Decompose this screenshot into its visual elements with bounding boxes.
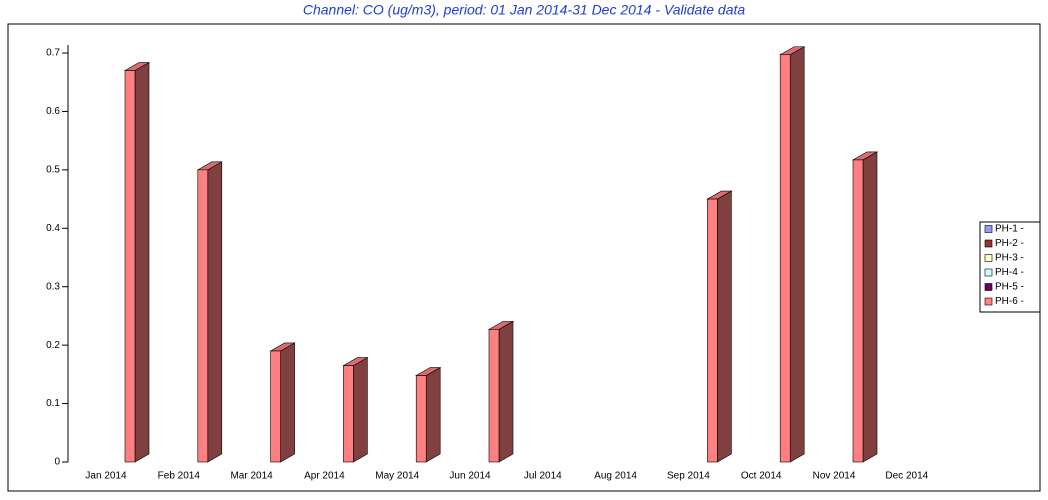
bar-side <box>498 320 514 463</box>
x-tick-label: Feb 2014 <box>158 471 201 482</box>
bar-side <box>134 62 150 463</box>
y-tick-label: 0.4 <box>46 223 60 234</box>
x-tick-label: Nov 2014 <box>813 471 856 482</box>
legend-swatch <box>984 225 993 233</box>
y-tick-label: 0.7 <box>46 48 60 59</box>
bar-side <box>789 46 805 463</box>
x-tick-label: Oct 2014 <box>741 471 782 482</box>
x-tick-label: Apr 2014 <box>304 471 345 482</box>
bar-side <box>207 161 223 463</box>
bar <box>415 375 427 463</box>
x-tick-label: May 2014 <box>375 471 419 482</box>
bar-side <box>425 367 441 463</box>
bar-side <box>353 357 368 463</box>
bar-side <box>280 342 295 463</box>
y-tick-label: 0 <box>54 457 60 468</box>
y-tick-label: 0.2 <box>46 340 60 351</box>
plot-frame <box>7 23 1041 492</box>
bar <box>197 169 209 463</box>
x-tick-label: Jun 2014 <box>449 471 491 482</box>
bar <box>852 159 864 463</box>
bar <box>270 350 281 463</box>
y-tick-label: 0.1 <box>46 398 60 409</box>
bar <box>343 365 354 463</box>
x-tick-label: Aug 2014 <box>594 471 637 482</box>
bar <box>779 54 791 463</box>
legend-label: PH-2 - <box>995 238 1024 249</box>
y-tick-label: 0.6 <box>46 106 60 117</box>
legend-swatch <box>984 283 993 291</box>
x-tick-label: Mar 2014 <box>230 471 273 482</box>
bar <box>707 198 718 463</box>
x-tick-label: Jan 2014 <box>85 471 127 482</box>
y-tick-label: 0.5 <box>46 164 60 175</box>
legend-swatch <box>984 254 993 262</box>
legend-label: PH-1 - <box>995 224 1024 235</box>
x-tick-label: Sep 2014 <box>667 471 710 482</box>
legend-swatch <box>984 239 993 248</box>
bar <box>488 329 500 463</box>
bar-side <box>862 151 878 463</box>
legend-swatch <box>984 268 993 277</box>
legend-label: PH-4 - <box>995 267 1024 278</box>
legend-label: PH-6 - <box>995 296 1024 307</box>
chart-title: Channel: CO (ug/m3), period: 01 Jan 2014… <box>303 2 746 18</box>
legend <box>979 221 1041 313</box>
legend-label: PH-3 - <box>995 253 1024 264</box>
x-tick-label: Dec 2014 <box>885 471 928 482</box>
x-tick-label: Jul 2014 <box>524 471 562 482</box>
y-tick-label: 0.3 <box>46 281 60 292</box>
bar <box>124 70 136 463</box>
legend-label: PH-5 - <box>995 282 1024 293</box>
bar-side <box>717 190 732 463</box>
legend-swatch <box>984 297 993 306</box>
